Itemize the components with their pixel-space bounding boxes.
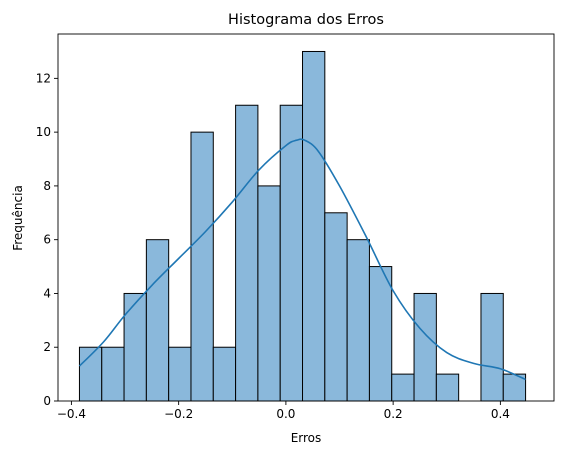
histogram-bar — [413, 292, 437, 402]
histogram-bar — [145, 239, 170, 402]
histogram-bar — [324, 212, 348, 402]
histogram-bar — [391, 373, 415, 402]
histogram-bar — [190, 131, 214, 402]
histogram-bar — [279, 104, 304, 402]
histogram-bar — [435, 373, 460, 402]
y-tick-label: 0 — [43, 394, 51, 408]
y-tick-label: 6 — [43, 233, 51, 247]
kde-group — [78, 138, 526, 381]
histogram-bar — [368, 266, 393, 402]
y-tick-label: 4 — [43, 286, 51, 300]
x-tick-label: 0.4 — [491, 407, 510, 421]
x-axis-label: Erros — [291, 431, 322, 445]
y-tick-label: 12 — [36, 71, 51, 85]
x-tick-label: 0.0 — [276, 407, 295, 421]
y-axis-ticks: 0 2 4 6 8 10 12 — [36, 71, 58, 408]
x-tick-label: 0.2 — [384, 407, 403, 421]
bars-group — [78, 50, 527, 402]
y-axis-label: Frequência — [11, 185, 25, 251]
histogram-bar — [212, 346, 237, 402]
histogram-bar — [346, 239, 370, 402]
histogram-bar — [123, 292, 147, 402]
histogram-bar — [480, 292, 504, 402]
kde-line — [78, 138, 526, 381]
x-tick-label: −0.2 — [164, 407, 193, 421]
histogram-bar — [235, 104, 259, 402]
y-tick-label: 2 — [43, 340, 51, 354]
y-tick-label: 10 — [36, 125, 51, 139]
histogram-bar — [101, 346, 125, 402]
chart-title: Histograma dos Erros — [228, 12, 384, 28]
histogram-bar — [302, 50, 326, 402]
y-tick-label: 8 — [43, 179, 51, 193]
plot-frame — [57, 33, 555, 402]
histogram-bar — [168, 346, 192, 402]
x-axis-ticks: −0.4 −0.2 0.0 0.2 0.4 — [57, 401, 510, 421]
x-tick-label: −0.4 — [57, 407, 86, 421]
histogram-bar — [257, 185, 281, 402]
